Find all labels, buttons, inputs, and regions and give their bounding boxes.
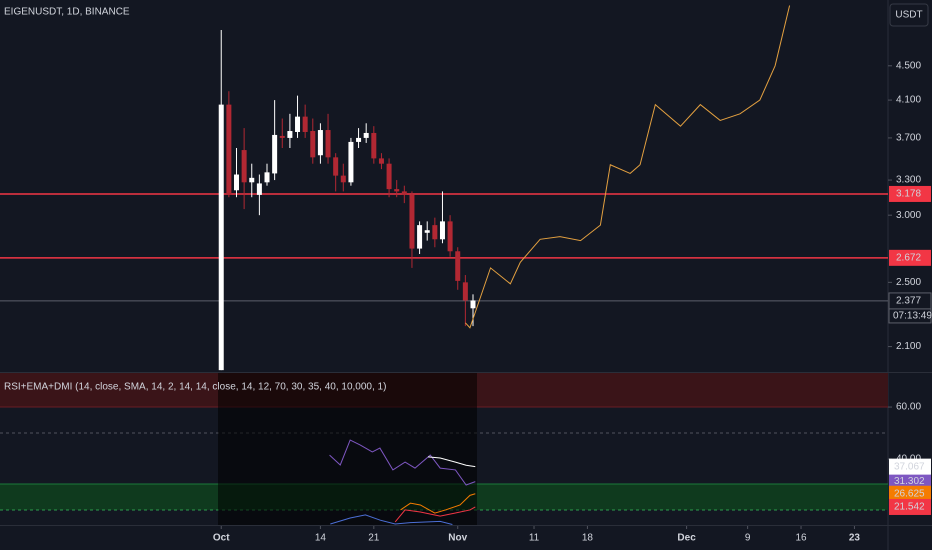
candle-body bbox=[386, 163, 392, 190]
value-tag bbox=[889, 485, 931, 502]
symbol-title: EIGENUSDT, 1D, BINANCE bbox=[4, 7, 130, 18]
x-tick-label: Oct bbox=[213, 533, 230, 544]
candle-body bbox=[378, 158, 384, 164]
candle-body bbox=[432, 225, 438, 240]
indicator-line bbox=[329, 439, 476, 486]
candle-body bbox=[409, 194, 415, 249]
value-label: 31.302 bbox=[894, 476, 925, 487]
candle-body bbox=[310, 131, 316, 158]
value-tag bbox=[889, 458, 931, 475]
y-tick-label: 60.00 bbox=[896, 402, 921, 413]
x-tick-label: 14 bbox=[315, 533, 327, 544]
candle-body bbox=[439, 221, 445, 240]
candle-body bbox=[462, 282, 468, 301]
x-tick-label: 16 bbox=[795, 533, 807, 544]
candle-body bbox=[317, 130, 323, 156]
y-tick-label: 4.500 bbox=[896, 60, 921, 71]
candle-body bbox=[371, 132, 377, 159]
candle-body bbox=[333, 157, 339, 176]
value-label: 37.067 bbox=[894, 461, 925, 472]
y-tick-label: 4.100 bbox=[896, 95, 921, 106]
currency-label[interactable]: USDT bbox=[895, 10, 922, 21]
indicator-line bbox=[330, 514, 453, 525]
y-tick-label: 2.100 bbox=[896, 341, 921, 352]
indicator-line bbox=[400, 493, 476, 514]
x-tick-label: 9 bbox=[745, 533, 751, 544]
y-tick-label: 3.000 bbox=[896, 210, 921, 221]
candle-body bbox=[417, 225, 423, 249]
indicator-title: RSI+EMA+DMI (14, close, SMA, 14, 2, 14, … bbox=[4, 382, 386, 393]
y-tick-label: 3.300 bbox=[896, 175, 921, 186]
candle-body bbox=[264, 172, 270, 183]
x-tick-label: Dec bbox=[677, 533, 696, 544]
x-tick-label: 18 bbox=[582, 533, 594, 544]
candle-body bbox=[394, 189, 400, 192]
candle-body bbox=[279, 135, 285, 138]
indicator-line bbox=[427, 456, 476, 468]
candle-body bbox=[356, 137, 362, 142]
countdown-tag bbox=[888, 308, 932, 324]
x-tick-label: 21 bbox=[368, 533, 380, 544]
candle-body bbox=[424, 230, 430, 233]
candle-body bbox=[295, 116, 301, 132]
projection-line bbox=[464, 5, 791, 329]
candle-body bbox=[447, 221, 453, 252]
countdown: 07:13:49 bbox=[893, 311, 932, 322]
candle-body bbox=[325, 130, 331, 158]
candle-body bbox=[470, 300, 476, 309]
x-tick-label: Nov bbox=[448, 533, 467, 544]
x-tick-label: 11 bbox=[529, 533, 540, 544]
value-tag bbox=[889, 473, 931, 490]
candle-body bbox=[218, 104, 224, 371]
currency-button[interactable] bbox=[889, 3, 929, 27]
candle-body bbox=[272, 134, 278, 174]
candle-body bbox=[233, 174, 239, 191]
candle-body bbox=[302, 116, 308, 132]
level-label: 2.377 bbox=[896, 296, 921, 307]
candle-body bbox=[401, 191, 407, 195]
candle-body bbox=[363, 132, 369, 138]
candle-body bbox=[348, 141, 354, 183]
y-tick-label: 3.700 bbox=[896, 133, 921, 144]
candle-body bbox=[241, 150, 247, 183]
candle-body bbox=[340, 175, 346, 183]
level-label: 3.178 bbox=[896, 189, 921, 200]
candle-body bbox=[455, 251, 461, 281]
level-label: 2.672 bbox=[896, 252, 921, 263]
candle-body bbox=[249, 177, 255, 183]
candle-body bbox=[226, 104, 232, 195]
candle-body bbox=[256, 183, 262, 195]
candle-body bbox=[287, 131, 293, 138]
value-label: 21.542 bbox=[894, 502, 925, 513]
level-tag bbox=[889, 249, 931, 266]
x-tick-label: 23 bbox=[849, 533, 861, 544]
level-tag bbox=[889, 185, 931, 202]
value-label: 26.625 bbox=[894, 488, 925, 499]
data-range-highlight bbox=[218, 373, 477, 525]
y-tick-label: 2.500 bbox=[896, 277, 921, 288]
value-tag bbox=[889, 498, 931, 515]
indicator-line bbox=[394, 506, 476, 523]
